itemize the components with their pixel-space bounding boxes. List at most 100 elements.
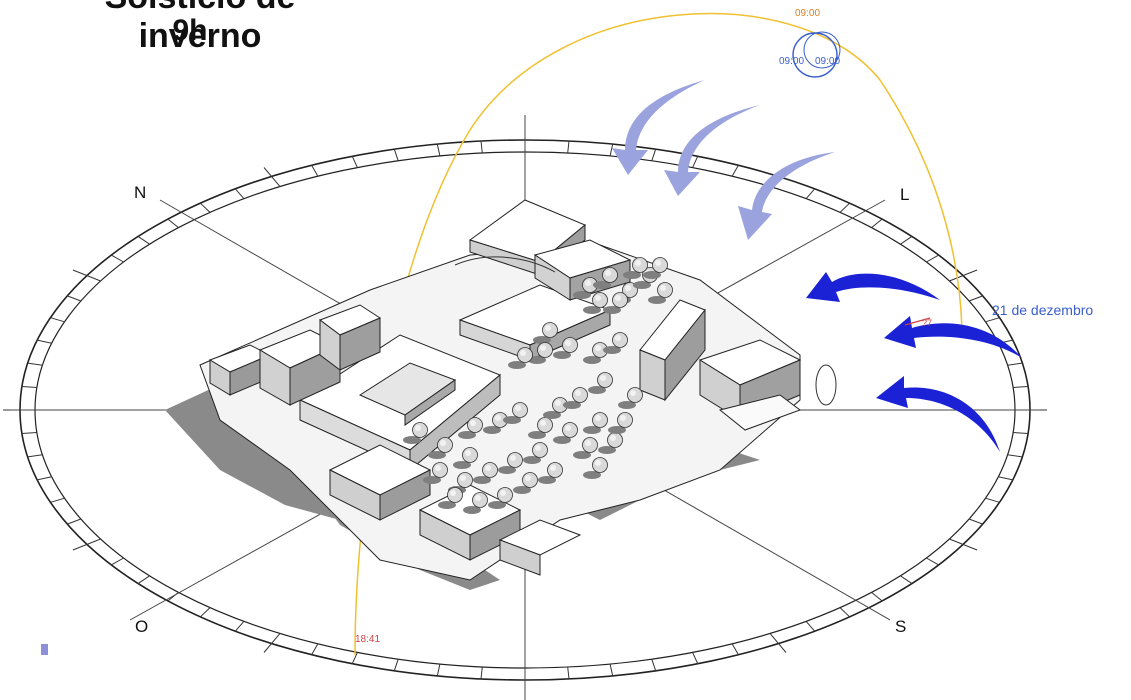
tree-icon	[588, 372, 613, 394]
tree-icon	[573, 437, 598, 459]
ring-tick	[871, 592, 883, 602]
tree-canopy-group	[403, 257, 673, 514]
ring-tick	[263, 167, 281, 187]
ring-tick	[949, 269, 978, 282]
tree-icon	[423, 462, 448, 484]
tree-icon	[453, 447, 478, 469]
ring-tick	[27, 454, 43, 458]
tree-icon	[403, 422, 428, 444]
ring-tick	[200, 202, 211, 213]
ring-tick	[67, 518, 82, 525]
south-building-cluster	[328, 444, 582, 576]
diagram-subtitle-hour: 9h	[172, 14, 208, 47]
sun-time-label-a: 09:00	[779, 56, 805, 67]
ring-tick	[1013, 386, 1029, 388]
ring-tick	[1007, 362, 1023, 366]
ring-tick	[1013, 432, 1029, 434]
ring-tick	[393, 659, 399, 671]
ring-tick	[968, 295, 983, 302]
tree-icon	[583, 292, 608, 314]
ring-tick	[692, 156, 699, 168]
tree-icon	[608, 412, 633, 434]
ring-tick	[27, 362, 43, 366]
diagram-title: Solstício de inverno	[105, 0, 296, 55]
ring-tick	[567, 666, 570, 680]
ring-tick	[567, 140, 570, 154]
cardinal-south-label: S	[895, 617, 907, 636]
wind-arrows-light	[612, 80, 835, 240]
ring-tick	[37, 339, 52, 344]
tree-icon	[458, 417, 483, 439]
legend-swatch	[41, 644, 48, 655]
ring-tick	[67, 295, 82, 302]
ring-tick	[871, 218, 883, 228]
tree-icon	[583, 457, 608, 479]
ring-tick	[137, 235, 150, 245]
ring-tick	[351, 156, 358, 168]
ring-tick	[926, 557, 939, 566]
tree-icon	[618, 387, 643, 409]
tree-icon	[428, 437, 453, 459]
ring-tick	[234, 188, 245, 200]
cardinal-east-label: L	[900, 185, 910, 204]
ring-tick	[311, 643, 319, 655]
ring-tick	[805, 620, 816, 632]
ring-tick	[692, 652, 699, 664]
tree-icon	[503, 402, 528, 424]
ring-tick	[900, 235, 913, 245]
block-south-east	[698, 339, 802, 431]
ring-tick	[968, 518, 983, 525]
ring-tick	[37, 476, 52, 481]
ring-tick	[234, 620, 245, 632]
sun-time-label-top: 09:00	[795, 8, 821, 19]
ring-tick	[926, 254, 939, 263]
ring-tick	[436, 143, 441, 157]
tree-icon	[553, 422, 578, 444]
ring-tick	[21, 432, 37, 434]
tree-icon	[623, 257, 648, 279]
ring-tick	[985, 497, 1000, 503]
ring-tick	[111, 557, 124, 566]
tree-icon	[553, 337, 578, 359]
cardinal-west-label: O	[135, 617, 149, 636]
ring-tick	[805, 188, 816, 200]
tree-icon	[648, 282, 673, 304]
tree-icon	[498, 452, 523, 474]
tree-icon	[598, 432, 623, 454]
tree-icon	[583, 342, 608, 364]
ring-tick	[731, 165, 739, 177]
ring-tick	[72, 269, 101, 282]
ring-tick	[393, 149, 399, 161]
ring-tick	[949, 538, 978, 551]
tree-icon	[513, 472, 538, 494]
tree-icon	[473, 462, 498, 484]
ring-tick	[609, 143, 614, 157]
ring-tick	[609, 663, 614, 677]
tree-icon	[488, 487, 513, 509]
tree-icon	[603, 332, 628, 354]
cardinal-north-label: N	[134, 183, 147, 202]
sunset-time-label: 18:41	[355, 634, 381, 645]
tree-icon	[573, 277, 598, 299]
west-building-cluster	[208, 304, 382, 406]
partial-time-mark	[904, 317, 931, 326]
ring-tick	[111, 254, 124, 263]
tree-icon	[528, 342, 553, 364]
ring-tick	[480, 140, 483, 154]
tree-icon	[463, 492, 488, 514]
ring-tick	[21, 386, 37, 388]
ring-tick	[769, 633, 787, 653]
tree-icon	[563, 387, 588, 409]
ring-tick	[480, 666, 483, 680]
ring-tick	[651, 659, 657, 671]
ring-tick	[436, 663, 441, 677]
ring-tick	[839, 202, 850, 213]
ring-tick	[137, 575, 150, 585]
ring-tick	[351, 652, 358, 664]
tree-icon	[583, 412, 608, 434]
wind-arrows-dark	[806, 272, 1022, 452]
ring-tick	[731, 643, 739, 655]
partial-time-label: ?7	[922, 318, 933, 328]
ring-tick	[72, 538, 101, 551]
